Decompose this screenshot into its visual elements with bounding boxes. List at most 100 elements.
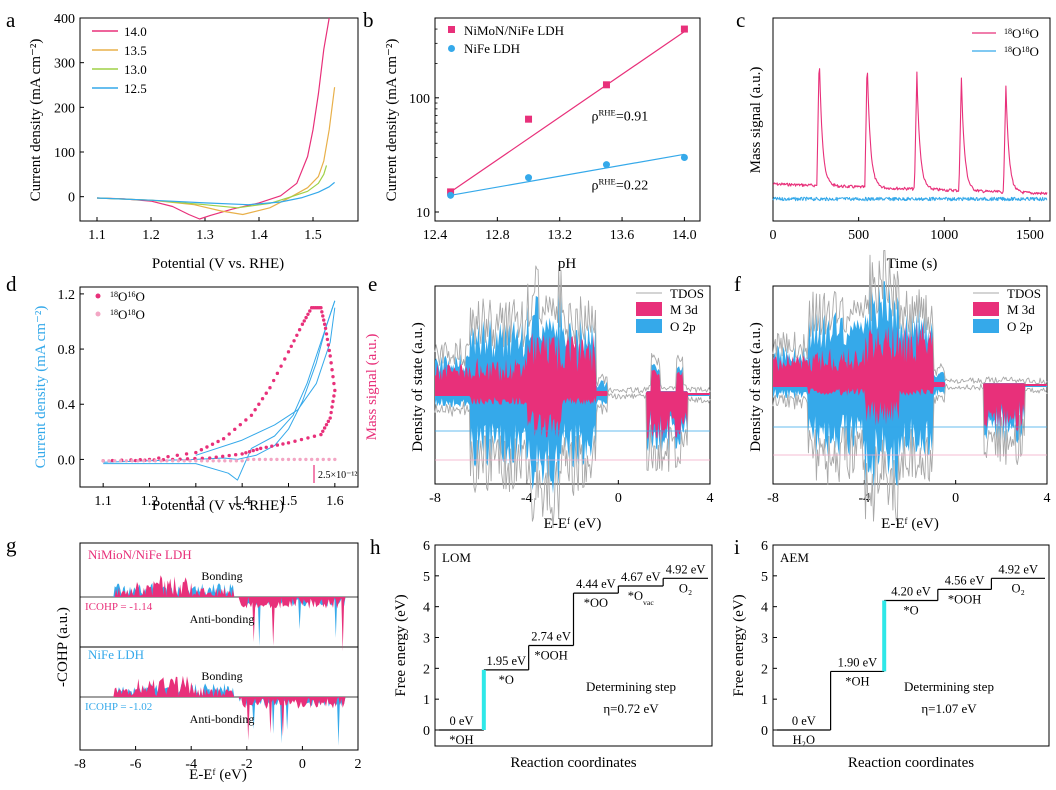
- step-species-label: H₂O: [793, 733, 815, 747]
- step-species-label: *O: [903, 604, 918, 618]
- data-point-18O16O: [321, 314, 325, 318]
- x-tick-label: 1.2: [141, 494, 159, 509]
- legend-label-part: O: [1029, 26, 1038, 41]
- step-species-label: *OOH: [534, 649, 567, 663]
- data-point-18O16O: [244, 451, 248, 455]
- data-point-18O16O: [214, 455, 218, 459]
- legend-label: 18O18O: [110, 307, 145, 322]
- cohp-area-pink: [80, 675, 358, 741]
- y-tick-label: 1: [761, 693, 768, 708]
- tdos-down-line: [772, 383, 1048, 522]
- y-tick-label: 10: [416, 206, 430, 221]
- y-axis-label: Free energy (eV): [393, 594, 409, 696]
- y-tick-label: 2: [761, 662, 768, 677]
- data-point-18O16O: [331, 399, 335, 404]
- legend-swatch: [636, 302, 662, 316]
- panel-i: 0 1 2 3 4 5 6 AEM 0 eV H₂O 1.90 eV *OH 4.20 eV *O 4.56…: [731, 535, 1050, 771]
- data-point: [602, 81, 610, 89]
- data-point-18O16O: [247, 449, 252, 454]
- step-species-label-part: H₂O: [793, 733, 815, 747]
- data-point-18O18O: [165, 459, 169, 463]
- data-point-18O18O: [333, 457, 337, 462]
- data-point-18O16O: [330, 368, 334, 372]
- m3d-up-area: [773, 321, 1047, 384]
- x-tick-label: 1.5: [280, 494, 298, 509]
- data-point-18O16O: [264, 445, 268, 449]
- data-point-18O16O: [319, 305, 323, 310]
- data-point-18O18O: [321, 457, 325, 462]
- x-tick-label: -4: [185, 757, 197, 772]
- legend-label: TDOS: [670, 286, 704, 301]
- legend-label-part: 18: [1004, 45, 1012, 54]
- data-point-18O16O: [227, 432, 231, 436]
- data-point-18O16O: [227, 453, 231, 458]
- legend-label: 12.5: [124, 81, 147, 96]
- series-line-13.0: [96, 165, 328, 209]
- data-point-18O16O: [289, 344, 293, 349]
- data-point-18O18O: [211, 459, 215, 463]
- legend-label-part: 18: [1004, 27, 1012, 36]
- panel-letter: c: [736, 8, 745, 32]
- legend-swatch: [973, 319, 999, 333]
- x-tick-label: -8: [429, 491, 441, 506]
- data-point-18O16O: [323, 326, 328, 331]
- data-point-18O16O: [175, 453, 179, 457]
- y-tick-label: 400: [54, 12, 75, 27]
- data-point-18O16O: [270, 444, 274, 448]
- data-point-18O16O: [185, 457, 190, 461]
- panel-g: -8 -6 -4 -2 0 2 NiMioN/NiFe LDH Bonding Anti-bon…: [6, 533, 362, 783]
- data-point-18O16O: [259, 446, 263, 451]
- y-tick-label: 6: [761, 539, 768, 554]
- legend-label: NiMoN/NiFe LDH: [464, 23, 564, 38]
- legend-label-part: 18: [127, 308, 135, 317]
- legend-swatch: [636, 319, 662, 333]
- series-line-13.5: [96, 87, 336, 216]
- panel-letter: b: [363, 8, 374, 32]
- step-species-label-part: *O: [499, 673, 514, 687]
- data-point-18O18O: [176, 459, 181, 463]
- data-point-18O18O: [130, 459, 134, 463]
- data-point-18O16O: [199, 448, 204, 452]
- data-point-18O18O: [142, 459, 146, 463]
- fit-annotation-part: =0.22: [616, 179, 648, 194]
- x-axis-label: pH: [558, 256, 577, 272]
- y-axis-label: Density of state (a.u.): [748, 322, 764, 452]
- data-point-18O16O: [271, 378, 276, 383]
- panel-letter: i: [734, 535, 740, 559]
- data-point-18O18O: [281, 457, 285, 462]
- y-tick-label: 4: [761, 601, 768, 616]
- data-point-18O16O: [328, 416, 332, 420]
- x-tick-label: 14.0: [672, 228, 697, 243]
- x-axis-label: Time (s): [887, 256, 938, 272]
- legend-label: O 2p: [1007, 319, 1033, 334]
- scale-bar-label: 2.5×10⁻¹²: [318, 470, 357, 481]
- y-tick-label: 0: [68, 191, 75, 206]
- antibonding-label: Anti-bonding: [190, 712, 255, 726]
- legend-marker: [448, 26, 455, 33]
- data-point-18O18O: [327, 457, 331, 462]
- y-tick-label: 3: [423, 632, 430, 647]
- y-tick-label: 0.8: [58, 343, 76, 358]
- data-point-18O18O: [153, 459, 157, 463]
- data-point: [447, 191, 455, 199]
- legend-label: 13.0: [124, 62, 147, 77]
- fit-annotation: ρRHE=0.22: [591, 177, 648, 194]
- step-species-label-part: *OOH: [534, 649, 567, 663]
- data-point-18O16O: [233, 453, 238, 457]
- step-energy-label: 2.74 eV: [531, 630, 571, 644]
- y-axis-label: Current density (mA cm⁻²): [384, 39, 400, 202]
- cv-curve: [103, 300, 336, 463]
- data-point-18O18O: [159, 459, 163, 463]
- x-tick-label: 1000: [930, 228, 958, 243]
- y-tick-label: 5: [761, 570, 768, 585]
- data-point-18O18O: [205, 459, 210, 463]
- legend-label: M 3d: [1007, 302, 1035, 317]
- step-species-label: *O: [499, 673, 514, 687]
- x-axis-label: Potential (V vs. RHE): [152, 256, 284, 272]
- data-point-18O16O: [306, 312, 310, 317]
- legend-label-part: O: [1012, 44, 1021, 59]
- data-point-18O16O: [157, 456, 161, 460]
- data-point-18O18O: [147, 459, 152, 463]
- data-point-18O16O: [260, 397, 265, 401]
- data-point-18O16O: [251, 448, 255, 453]
